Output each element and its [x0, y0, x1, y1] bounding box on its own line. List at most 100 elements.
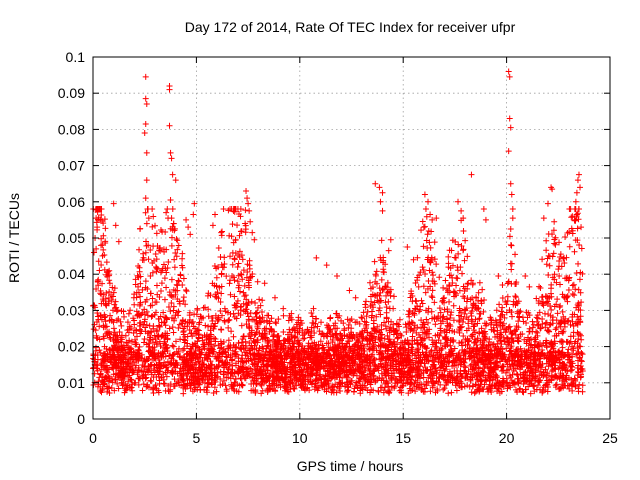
data-point	[217, 382, 224, 389]
data-point	[248, 298, 255, 305]
data-point	[142, 324, 149, 331]
data-point	[354, 346, 361, 353]
data-point	[480, 372, 487, 379]
data-point	[95, 282, 102, 289]
data-point	[516, 386, 523, 393]
data-point	[551, 303, 558, 310]
data-point	[208, 322, 215, 329]
data-point	[120, 308, 127, 315]
data-point	[370, 373, 377, 380]
data-point	[99, 356, 106, 363]
data-point	[419, 300, 426, 307]
data-point	[513, 371, 520, 378]
data-point	[104, 273, 111, 280]
data-point	[547, 321, 554, 328]
data-point	[326, 347, 333, 354]
data-point	[545, 252, 552, 259]
data-point	[414, 274, 421, 281]
data-point	[305, 340, 312, 347]
data-point	[247, 274, 254, 281]
data-point	[245, 371, 252, 378]
data-point	[513, 299, 520, 306]
data-point	[180, 294, 187, 301]
data-point	[175, 377, 182, 384]
data-point	[218, 290, 225, 297]
data-point	[176, 321, 183, 328]
data-point	[417, 269, 424, 276]
data-point	[344, 340, 351, 347]
data-point	[516, 362, 523, 369]
data-point	[428, 254, 435, 261]
data-point	[510, 379, 517, 386]
data-point	[477, 345, 484, 352]
data-point	[542, 320, 549, 327]
data-point	[231, 369, 238, 376]
data-point	[576, 276, 583, 283]
data-point	[398, 351, 405, 358]
data-point	[99, 241, 106, 248]
data-point	[109, 293, 116, 300]
data-point	[420, 324, 427, 331]
data-point	[523, 309, 530, 316]
data-point	[217, 307, 224, 314]
data-point	[407, 372, 414, 379]
data-point	[152, 382, 159, 389]
data-point	[228, 381, 235, 388]
data-point	[321, 365, 328, 372]
data-point	[414, 366, 421, 373]
data-point	[131, 301, 138, 308]
data-point	[341, 344, 348, 351]
data-point	[372, 328, 379, 335]
data-point	[364, 373, 371, 380]
data-point	[488, 383, 495, 390]
data-point	[146, 334, 153, 341]
data-point	[463, 305, 470, 312]
data-point	[310, 355, 317, 362]
data-point	[447, 315, 454, 322]
data-point	[449, 350, 456, 357]
data-point	[371, 368, 378, 375]
data-point	[248, 329, 255, 336]
data-point	[106, 280, 113, 287]
data-point	[105, 378, 112, 385]
data-point	[134, 353, 141, 360]
data-point	[540, 298, 547, 305]
data-point	[368, 314, 375, 321]
data-point	[371, 299, 378, 306]
data-point	[165, 382, 172, 389]
data-point	[173, 236, 180, 243]
data-point	[475, 382, 482, 389]
data-point	[296, 375, 303, 382]
data-point	[542, 340, 549, 347]
data-point	[536, 283, 543, 290]
data-point	[240, 359, 247, 366]
data-point	[310, 305, 317, 312]
data-point	[398, 368, 405, 375]
data-point	[569, 290, 576, 297]
data-point	[578, 245, 585, 252]
data-point	[408, 288, 415, 295]
data-point	[418, 325, 425, 332]
data-point	[414, 339, 421, 346]
data-point	[441, 294, 448, 301]
data-point	[122, 381, 129, 388]
data-point	[280, 337, 287, 344]
data-point	[308, 359, 315, 366]
data-point	[572, 377, 579, 384]
data-point	[454, 353, 461, 360]
data-point	[484, 360, 491, 367]
data-point	[108, 347, 115, 354]
data-point	[460, 228, 467, 235]
data-point	[376, 304, 383, 311]
data-point	[252, 331, 259, 338]
data-point	[177, 272, 184, 279]
data-point	[186, 327, 193, 334]
data-point	[546, 262, 553, 269]
data-point	[275, 316, 282, 323]
data-point	[240, 333, 247, 340]
data-point	[204, 356, 211, 363]
data-point	[530, 366, 537, 373]
data-point	[171, 350, 178, 357]
data-point	[287, 384, 294, 391]
data-point	[544, 255, 551, 262]
